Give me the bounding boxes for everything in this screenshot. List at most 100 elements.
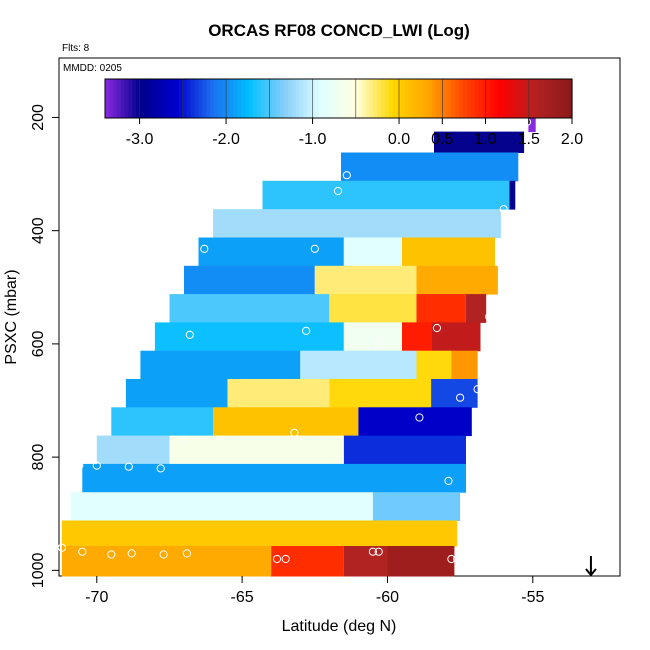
colorbar-swatch bbox=[159, 79, 164, 118]
colorbar-swatch bbox=[400, 79, 406, 118]
colorbar-swatch bbox=[326, 79, 332, 118]
colorbar-swatch bbox=[490, 79, 495, 118]
colorbar-swatch bbox=[307, 79, 312, 118]
down-arrow-icon bbox=[585, 556, 597, 577]
colorbar-swatch bbox=[330, 79, 336, 118]
flight-marker bbox=[156, 464, 165, 473]
colorbar-swatch bbox=[408, 79, 414, 118]
colorbar-swatch bbox=[560, 79, 565, 118]
heatmap-cell bbox=[416, 265, 498, 295]
colorbar-swatch bbox=[373, 79, 379, 118]
heatmap-cell bbox=[300, 350, 417, 380]
colorbar-swatch bbox=[509, 79, 515, 118]
y-tick-label: 1000 bbox=[30, 552, 47, 588]
heatmap-cell bbox=[314, 265, 417, 295]
flight-marker bbox=[302, 326, 311, 335]
colorbar-swatch bbox=[155, 79, 161, 118]
colorbar-swatch bbox=[346, 79, 351, 118]
heatmap-cell bbox=[465, 294, 487, 323]
heatmap-cell bbox=[70, 492, 373, 521]
flight-marker bbox=[456, 393, 465, 402]
colorbar-swatch bbox=[147, 79, 153, 118]
flight-marker bbox=[374, 547, 383, 556]
x-tick-label: -55 bbox=[521, 589, 544, 606]
flight-marker bbox=[368, 547, 377, 556]
colorbar-swatch bbox=[182, 79, 188, 118]
heatmap-cell bbox=[343, 546, 388, 577]
colorbar-swatch bbox=[252, 79, 258, 118]
chart-title: ORCAS RF08 CONCD_LWI (Log) bbox=[208, 21, 470, 40]
colorbar-swatch bbox=[377, 79, 382, 118]
heatmap-cell bbox=[416, 350, 452, 380]
heatmap-cell bbox=[169, 294, 330, 323]
colorbar-swatch bbox=[295, 79, 301, 118]
colorbar-swatch bbox=[120, 79, 126, 118]
heatmap-cell bbox=[329, 379, 431, 408]
colorbar-swatch bbox=[552, 79, 558, 118]
colorbar-swatch bbox=[260, 79, 266, 118]
heatmap-cell bbox=[184, 265, 315, 295]
colorbar-swatch bbox=[521, 79, 526, 118]
colorbar-swatch bbox=[268, 79, 273, 118]
heatmap-cell bbox=[343, 237, 402, 267]
colorbar-swatch bbox=[112, 79, 118, 118]
colorbar-swatch bbox=[431, 79, 437, 118]
colorbar-swatch bbox=[311, 79, 316, 118]
y-tick-label: 600 bbox=[30, 330, 47, 357]
colorbar-swatch bbox=[175, 79, 180, 118]
heatmap-cell bbox=[125, 379, 228, 408]
colorbar-tick-label: -3.0 bbox=[126, 131, 154, 148]
colorbar-swatch bbox=[357, 79, 363, 118]
flight-marker bbox=[57, 543, 67, 552]
heatmap-cell bbox=[431, 322, 481, 352]
colorbar-swatch bbox=[369, 79, 375, 118]
heatmap-cell bbox=[213, 407, 359, 437]
heatmap-cell bbox=[140, 350, 301, 380]
heatmap-cell bbox=[329, 294, 417, 323]
colorbar-tick-label: 0.5 bbox=[431, 131, 453, 148]
colorbar-swatch bbox=[221, 79, 227, 118]
heatmap-cell bbox=[372, 492, 461, 521]
marker-group bbox=[57, 117, 597, 577]
heatmap-cell bbox=[387, 546, 455, 577]
colorbar-swatch bbox=[350, 79, 355, 118]
colorbar-swatch bbox=[404, 79, 410, 118]
colorbar-swatch bbox=[105, 79, 110, 118]
flight-marker bbox=[182, 549, 191, 558]
flight-marker bbox=[124, 462, 133, 471]
colorbar-swatch bbox=[256, 79, 262, 118]
colorbar-swatch bbox=[163, 79, 168, 118]
colorbar-swatch bbox=[280, 79, 285, 118]
date-annotation: MMDD: 0205 bbox=[63, 63, 122, 74]
heatmap-cell bbox=[434, 131, 525, 153]
colorbar-swatch bbox=[338, 79, 343, 118]
colorbar-swatch bbox=[361, 79, 367, 118]
flight-marker bbox=[179, 436, 189, 445]
colorbar-swatch bbox=[556, 79, 561, 118]
colorbar-swatch bbox=[443, 79, 449, 118]
colorbar-swatch bbox=[533, 79, 538, 118]
colorbar-swatch bbox=[536, 79, 542, 118]
x-axis-label: Latitude (deg N) bbox=[282, 618, 397, 635]
colorbar-swatch bbox=[494, 79, 499, 118]
colorbar-swatch bbox=[482, 79, 487, 118]
colorbar-swatch bbox=[412, 79, 417, 118]
colorbar-swatch bbox=[190, 79, 196, 118]
flight-marker bbox=[200, 244, 209, 253]
heatmap-cell bbox=[111, 407, 213, 437]
flight-marker bbox=[333, 186, 343, 196]
flight-marker bbox=[107, 550, 116, 559]
colorbar-swatch bbox=[202, 79, 207, 118]
colorbar-swatch bbox=[540, 79, 546, 118]
flight-marker bbox=[432, 323, 441, 333]
colorbar-swatch bbox=[447, 79, 452, 118]
heatmap-cell bbox=[402, 237, 495, 267]
colorbar-swatch bbox=[264, 79, 270, 118]
flight-marker bbox=[75, 461, 84, 470]
colorbar-swatch bbox=[322, 79, 328, 118]
colorbar-swatch bbox=[315, 79, 320, 118]
colorbar-swatch bbox=[276, 79, 281, 118]
colorbar-swatch bbox=[178, 79, 184, 118]
flight-marker bbox=[444, 476, 453, 485]
colorbar-tick-label: 0.0 bbox=[388, 131, 410, 148]
